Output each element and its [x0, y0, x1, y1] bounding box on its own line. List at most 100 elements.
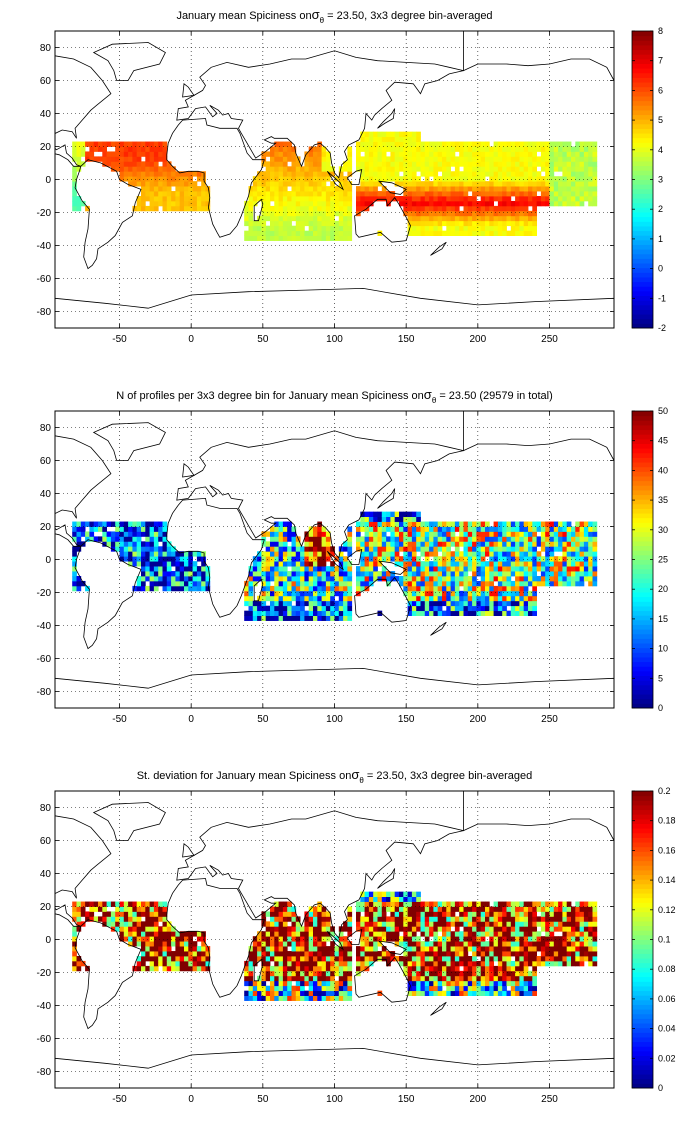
heatmap-cell [270, 615, 275, 621]
heatmap-cell [368, 906, 374, 912]
heatmap-cell [489, 171, 494, 177]
heatmap-cell [287, 901, 292, 907]
heatmap-cell [489, 906, 494, 912]
heatmap-cell [338, 956, 344, 962]
heatmap-cell [485, 521, 490, 527]
heatmap-cell [558, 531, 563, 537]
heatmap-cell [433, 906, 439, 912]
heatmap-cell [343, 990, 348, 996]
heatmap-cell [411, 891, 417, 897]
heatmap-cell [270, 156, 275, 162]
colorbar-segment [632, 105, 653, 111]
heatmap-cell [553, 936, 559, 942]
heatmap-cell [480, 941, 486, 947]
heatmap-cell [528, 220, 533, 227]
heatmap-cell [575, 186, 580, 192]
heatmap-cell [411, 610, 417, 616]
heatmap-cell [437, 975, 443, 982]
heatmap-cell [338, 936, 344, 942]
heatmap-cell [588, 161, 593, 167]
colorbar-segment [632, 527, 653, 533]
heatmap-cell [493, 985, 499, 992]
heatmap-cell [274, 176, 279, 182]
heatmap-cell [407, 171, 413, 177]
heatmap-cell [446, 580, 451, 587]
heatmap-cell [553, 141, 559, 147]
heatmap-cell [394, 551, 400, 557]
heatmap-cell [515, 931, 520, 937]
x-tick-label: 250 [541, 714, 558, 725]
heatmap-cell [128, 921, 133, 927]
colorbar-segment [632, 550, 653, 556]
heatmap-cell [149, 176, 155, 182]
heatmap-cell [166, 161, 172, 167]
heatmap-cell [467, 911, 473, 917]
heatmap-cell [313, 916, 318, 922]
heatmap-cell [532, 906, 537, 912]
heatmap-cell [386, 516, 391, 522]
heatmap-cell [179, 196, 185, 202]
heatmap-cell [102, 916, 107, 922]
heatmap-cell [446, 210, 451, 217]
heatmap-cell [356, 960, 361, 967]
heatmap-cell [558, 916, 563, 922]
heatmap-cell [463, 230, 469, 236]
heatmap-cell [553, 576, 559, 582]
heatmap-cell [489, 605, 494, 612]
heatmap-cell [338, 585, 344, 592]
heatmap-cell [149, 585, 155, 592]
heatmap-cell [132, 176, 138, 182]
heatmap-cell [506, 566, 512, 572]
heatmap-cell [442, 916, 447, 922]
heatmap-cell [480, 521, 486, 527]
heatmap-cell [510, 580, 516, 587]
heatmap-cell [442, 926, 447, 932]
heatmap-cell [497, 580, 503, 587]
heatmap-cell [321, 980, 327, 987]
heatmap-cell [261, 990, 267, 996]
heatmap-cell [528, 176, 533, 182]
heatmap-cell [502, 161, 507, 167]
heatmap-cell [558, 541, 563, 547]
heatmap-cell [368, 171, 374, 177]
heatmap-cell [360, 171, 365, 177]
heatmap-cell [330, 956, 335, 962]
heatmap-cell [545, 956, 550, 962]
heatmap-cell [420, 600, 426, 607]
heatmap-cell [472, 926, 477, 932]
heatmap-cell [93, 916, 99, 922]
heatmap-cell [136, 146, 142, 152]
heatmap-cell [89, 916, 95, 922]
heatmap-cell [274, 600, 279, 607]
grid [55, 411, 614, 708]
heatmap-cell [416, 225, 421, 232]
heatmap-cell [519, 230, 525, 236]
heatmap-cell [433, 605, 439, 612]
heatmap-cell [463, 941, 469, 947]
heatmap-cell [136, 556, 142, 562]
heatmap-cell [321, 576, 327, 582]
heatmap-cell [407, 196, 413, 202]
heatmap-cell [317, 941, 322, 947]
heatmap-cell [429, 605, 434, 612]
heatmap-cell [523, 161, 529, 167]
heatmap-cell [364, 526, 370, 532]
heatmap-cell [300, 171, 305, 177]
heatmap-cell [257, 230, 262, 236]
heatmap-cell [472, 156, 477, 162]
heatmap-cell [459, 571, 464, 577]
heatmap-cell [515, 546, 520, 552]
heatmap-cell [485, 566, 490, 572]
colorbar-segment [632, 249, 653, 255]
heatmap-cell [171, 200, 176, 207]
heatmap-cell [304, 205, 310, 212]
heatmap-cell [244, 210, 249, 217]
heatmap-cell [437, 956, 443, 962]
heatmap-cell [386, 580, 391, 587]
heatmap-cell [317, 970, 322, 977]
heatmap-cell [115, 906, 120, 912]
heatmap-cell [420, 210, 426, 217]
heatmap-cell [493, 975, 499, 982]
heatmap-cell [162, 161, 168, 167]
colorbar-segment [632, 582, 653, 588]
